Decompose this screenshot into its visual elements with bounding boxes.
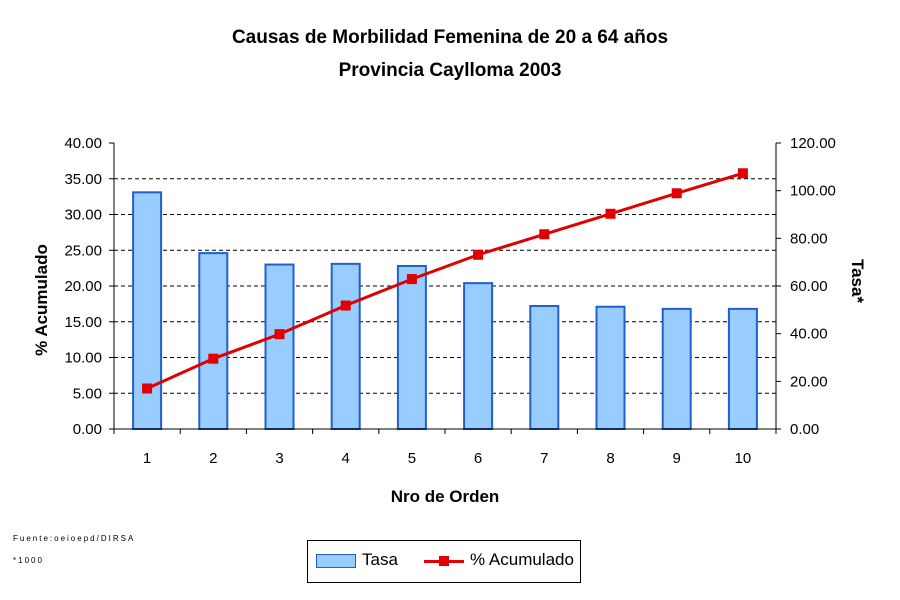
source-note: Fuente:oeioepd/DIRSA [13,534,136,543]
bar-tasa [727,307,758,431]
legend-bar-label: Tasa [362,550,398,569]
bar-tasa [595,305,626,430]
gridlines [114,178,776,394]
legend-line-marker [439,556,449,566]
bar-tasa [661,307,692,431]
chart-subtitle: Provincia Caylloma 2003 [338,60,562,81]
y-right-tick-label: 60.00 [790,278,828,295]
x-tick-label: 1 [143,450,151,467]
marker-acumulado [142,383,153,394]
legend-bar-swatch [316,554,356,568]
marker-acumulado [340,300,351,311]
x-tick-label: 3 [275,450,283,467]
marker-acumulado [671,188,682,199]
marker-acumulado [605,208,616,219]
y-left-tick-label: 25.00 [64,242,102,259]
y-left-tick-label: 35.00 [64,171,102,188]
y-left-axis-title: % Acumulado [32,244,51,356]
line-acumulado [146,171,744,390]
bar-tasa [330,262,361,430]
legend: Tasa % Acumulado [307,540,581,583]
x-tick-label: 8 [606,450,614,467]
y-left-tick-label: 15.00 [64,314,102,331]
bar-tasa [529,305,560,430]
x-tick-label: 7 [540,450,548,467]
chart-title: Causas de Morbilidad Femenina de 20 a 64… [231,27,669,48]
x-tick-label: 4 [342,450,350,467]
axes [109,142,781,434]
marker-acumulado [539,229,550,240]
marker-acumulado [406,274,417,285]
y-left-tick-label: 30.00 [64,207,102,224]
x-tick-label: 2 [209,450,217,467]
marker-acumulado [208,353,219,364]
y-right-tick-label: 0.00 [790,421,819,438]
footnote: *1000 [13,556,44,565]
y-right-tick-label: 100.00 [790,183,836,200]
y-left-tick-label: 10.00 [64,350,102,367]
y-right-axis-title: Tasa* [848,259,867,303]
y-right-tick-label: 120.00 [790,135,836,152]
line-series [142,168,748,394]
legend-line-label: % Acumulado [470,550,574,569]
marker-acumulado [473,249,484,260]
marker-acumulado [737,168,748,179]
y-right-tick-label: 20.00 [790,373,828,390]
marker-acumulado [274,329,285,340]
y-left-tick-label: 40.00 [64,135,102,152]
x-tick-label: 6 [474,450,482,467]
bar-tasa [463,282,494,431]
x-tick-label: 10 [735,450,752,467]
x-axis-title: Nro de Orden [391,487,500,506]
x-tick-label: 5 [408,450,416,467]
x-tick-label: 9 [673,450,681,467]
y-right-tick-label: 40.00 [790,326,828,343]
y-left-tick-label: 0.00 [73,421,102,438]
y-left-tick-label: 20.00 [64,278,102,295]
bar-tasa [264,263,295,430]
bar-tasa [396,264,427,431]
tick-labels: 0.005.0010.0015.0020.0025.0030.0035.0040… [64,135,835,467]
bar-tasa [198,252,229,430]
y-left-tick-label: 5.00 [73,385,102,402]
bar-tasa [132,191,163,430]
y-right-tick-label: 80.00 [790,230,828,247]
